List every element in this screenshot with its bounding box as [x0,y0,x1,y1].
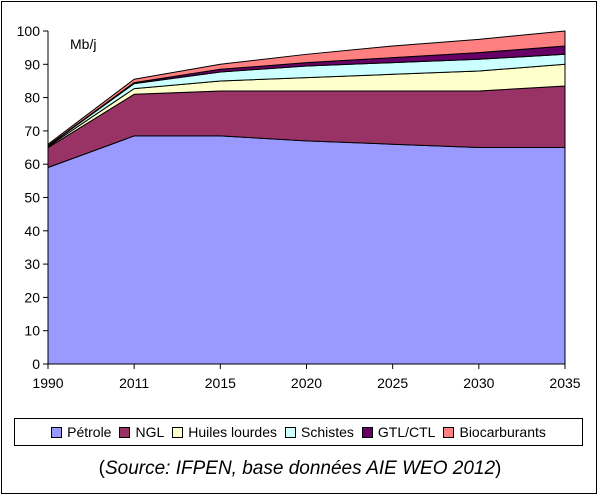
legend-item-ngl: NGL [119,424,164,440]
legend-swatch [443,426,455,438]
legend-label: Pétrole [67,424,112,440]
y-tick-label: 90 [24,56,40,72]
legend-label: Schistes [300,424,354,440]
area-petrole [47,135,566,365]
source-note: (Source: IFPEN, base données AIE WEO 201… [0,458,600,480]
y-tick-label: 10 [24,323,40,339]
legend: Pétrole NGL Huiles lourdes Schistes GTL/CTL B… [14,418,583,446]
legend-item-schistes: Schistes [284,424,354,440]
legend-item-huiles-lourdes: Huiles lourdes [172,424,277,440]
y-tick-label: 0 [32,356,40,372]
legend-swatch [284,426,296,438]
y-tick-label: 30 [24,256,40,272]
x-tick-label: 1990 [32,375,63,391]
legend-item-biocarburants: Biocarburants [443,424,546,440]
y-tick-label: 80 [24,90,40,106]
legend-item-gtl-ctl: GTL/CTL [361,424,436,440]
y-tick-label: 60 [24,156,40,172]
legend-label: GTL/CTL [377,424,436,440]
y-tick-label: 20 [24,289,40,305]
legend-item-petrole: Pétrole [51,424,111,440]
legend-label: NGL [135,424,165,440]
legend-swatch [119,426,131,438]
area-series-group [47,30,566,365]
x-tick-label: 2035 [549,375,580,391]
legend-swatch [51,426,63,438]
y-tick-label: 70 [24,123,40,139]
x-tick-label: 2025 [377,375,408,391]
area-biocarburants [47,30,566,147]
legend-label: Biocarburants [459,424,546,440]
legend-swatch [172,426,184,438]
source-open-paren: ( [98,458,105,479]
source-text: Source: IFPEN, base données AIE WEO 2012 [104,458,496,479]
y-tick-label: 40 [24,223,40,239]
x-tick-label: 2030 [463,375,494,391]
y-tick-label: 50 [24,190,40,206]
unit-label: Mb/j [70,36,96,52]
x-tick-label: 2020 [291,375,322,391]
x-tick-label: 2015 [205,375,236,391]
legend-swatch [361,426,373,438]
legend-label: Huiles lourdes [188,424,277,440]
source-close-paren: ) [495,458,502,479]
x-tick-label: 2011 [119,375,149,391]
y-tick-label: 100 [17,23,41,39]
